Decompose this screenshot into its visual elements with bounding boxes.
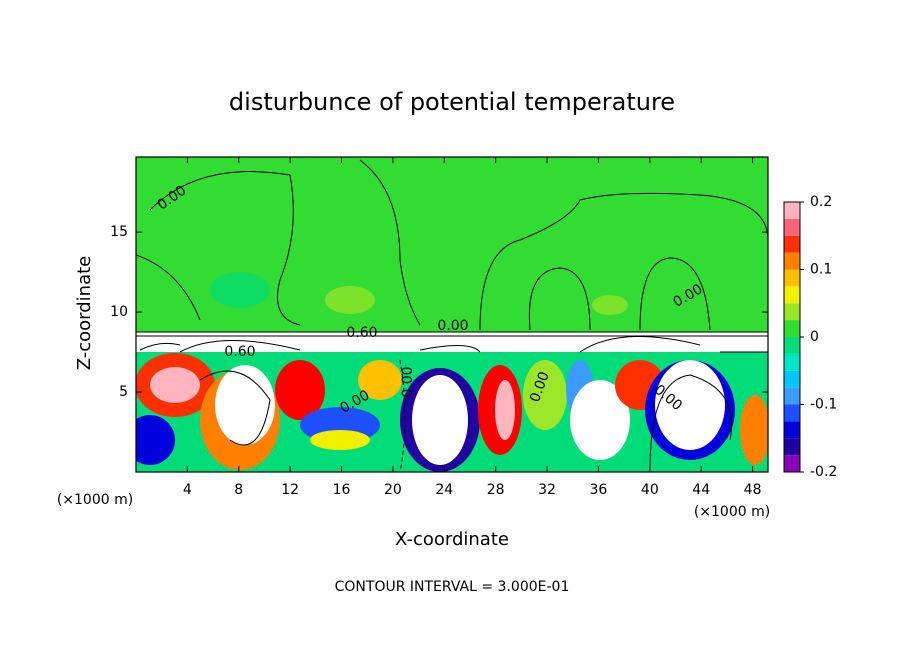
colorbar-swatch <box>784 252 800 270</box>
field-patch <box>215 365 275 445</box>
field-patch <box>740 395 768 465</box>
colorbar-tick-label: 0.2 <box>810 194 832 210</box>
x-unit-label: (×1000 m) <box>57 492 133 508</box>
colorbar-swatch <box>784 269 800 287</box>
field-patch <box>325 286 375 314</box>
field-patch <box>358 360 402 400</box>
y-tick-label: 5 <box>119 384 128 400</box>
colorbar-swatch <box>784 202 800 219</box>
colorbar-swatch <box>784 337 800 354</box>
chart-title: disturbunce of potential temperature <box>229 88 675 116</box>
x-tick-label: 48 <box>744 482 762 498</box>
colorbar-swatch <box>784 218 800 236</box>
colorbar-swatch <box>784 353 800 371</box>
colorbar-swatch <box>784 438 800 456</box>
field-patch <box>523 360 567 430</box>
field-patch <box>136 415 175 465</box>
colorbar-swatch <box>784 303 800 321</box>
x-tick-label: 12 <box>281 482 299 498</box>
y-tick-label: 15 <box>110 224 128 240</box>
x-tick-label: 4 <box>183 482 192 498</box>
contour-label: 0.00 <box>437 318 468 334</box>
x-tick-label: 8 <box>234 482 243 498</box>
colorbar-swatch <box>784 370 800 388</box>
x-unit-label: (×1000 m) <box>694 504 770 520</box>
field-patch <box>136 332 768 352</box>
colorbar-swatch <box>784 286 800 304</box>
x-tick-label: 36 <box>590 482 608 498</box>
x-tick-label: 44 <box>692 482 710 498</box>
y-tick-label: 10 <box>110 304 128 320</box>
x-axis-label: X-coordinate <box>395 529 509 550</box>
colorbar-tick-label: 0.1 <box>810 262 832 278</box>
colorbar-swatch <box>784 320 800 337</box>
colorbar-swatch <box>784 455 800 472</box>
x-tick-label: 16 <box>333 482 351 498</box>
x-tick-label: 24 <box>435 482 453 498</box>
footer: CONTOUR INTERVAL = 3.000E-01 <box>335 579 570 595</box>
field-patch <box>495 380 515 440</box>
colorbar-swatch <box>784 404 800 422</box>
contour-label: 0.60 <box>224 344 255 360</box>
y-axis-label: Z-coordinate <box>74 256 95 371</box>
contour-lines <box>136 159 768 472</box>
field <box>136 157 768 472</box>
contour-label: 0.60 <box>346 325 377 341</box>
x-tick-label: 20 <box>384 482 402 498</box>
colorbar-swatch <box>784 235 800 253</box>
field-patch <box>210 272 270 308</box>
x-tick-label: 28 <box>487 482 505 498</box>
colorbar-tick-label: -0.1 <box>810 397 837 413</box>
field-patch <box>592 295 628 315</box>
plot-frame <box>135 156 769 473</box>
contour-label: 0.00 <box>400 366 416 397</box>
colorbar-swatch <box>784 387 800 405</box>
field-patch <box>310 430 370 450</box>
field-patch <box>150 367 200 403</box>
field-patch <box>570 380 630 460</box>
field-patch <box>412 375 468 465</box>
x-tick-label: 40 <box>641 482 659 498</box>
colorbar-tick-label: -0.2 <box>810 464 837 480</box>
colorbar-tick-label: 0 <box>810 329 819 345</box>
x-tick-label: 32 <box>538 482 556 498</box>
colorbar-swatch <box>784 421 800 439</box>
field-patch <box>275 360 325 420</box>
